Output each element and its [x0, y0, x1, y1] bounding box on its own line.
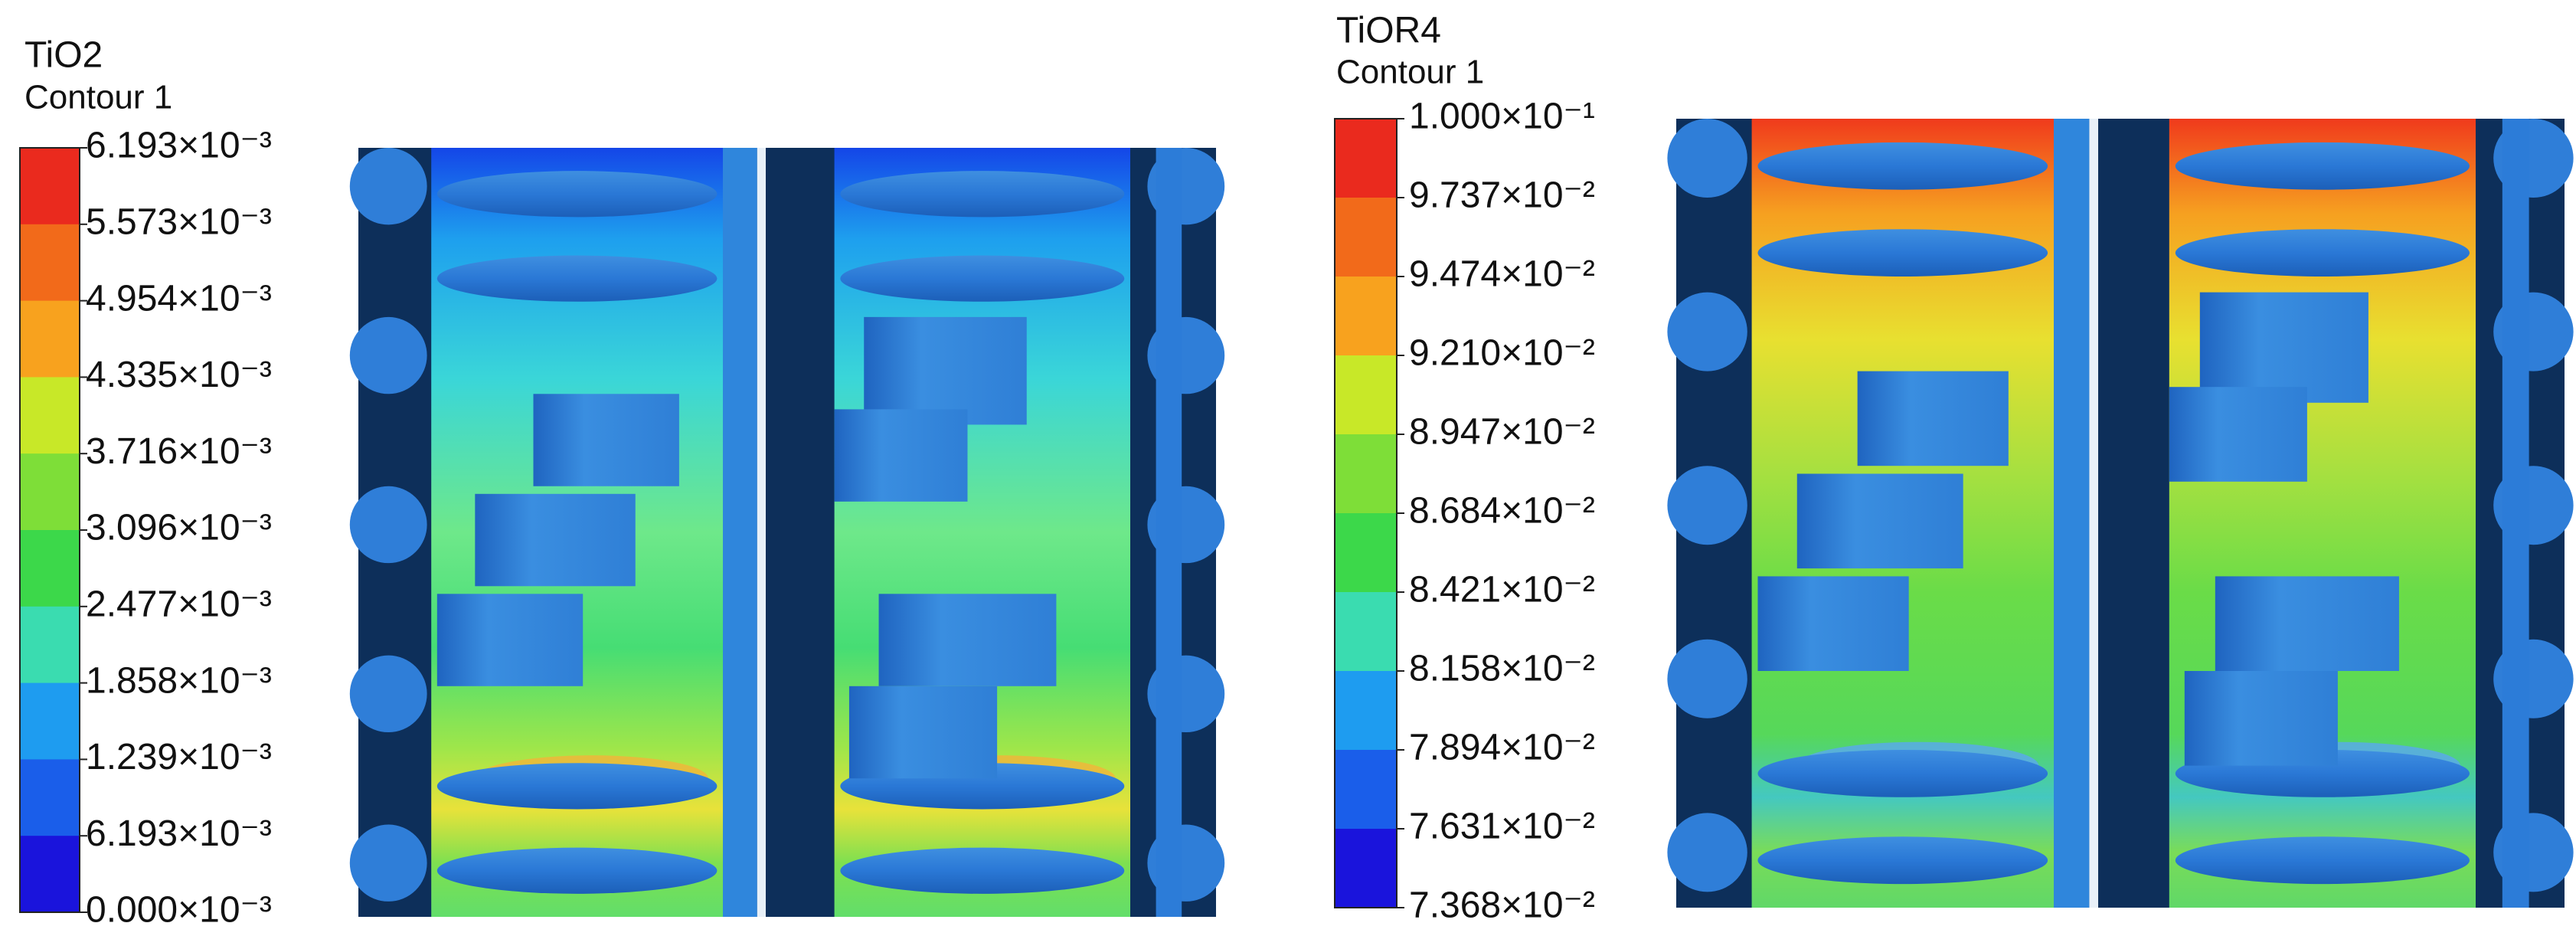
wall-bump	[1667, 466, 1747, 545]
colorbar-band	[1335, 513, 1397, 593]
panel-title: TiOR4	[1336, 11, 1441, 51]
impeller-blade	[436, 763, 718, 810]
colorbar-label: 9.210×10⁻²	[1409, 333, 1595, 374]
mixer-block	[2169, 387, 2307, 482]
mid-gap	[757, 148, 766, 917]
impeller-blade	[1757, 142, 2048, 190]
colorbar-label: 4.335×10⁻³	[86, 355, 272, 395]
mixer-block	[1857, 371, 2009, 466]
wall-bump	[1667, 292, 1747, 371]
mixer-block	[1757, 576, 1909, 671]
mid-strip	[2054, 119, 2090, 908]
wall-bump	[1667, 119, 1747, 198]
impeller-blade	[840, 171, 1125, 218]
colorbar-band	[20, 530, 80, 607]
colorbar-label: 5.573×10⁻³	[86, 201, 272, 242]
wall-bump	[349, 316, 427, 394]
colorbar-band	[1335, 671, 1397, 751]
colorbar-band	[1335, 829, 1397, 908]
impeller-blade	[840, 255, 1125, 302]
colorbar-label: 7.368×10⁻²	[1409, 885, 1595, 926]
wall-bump	[349, 655, 427, 733]
wall-bump	[1667, 639, 1747, 718]
impeller-blade	[2175, 836, 2470, 885]
mixer-block	[533, 394, 679, 486]
colorbar-label: 1.000×10⁻¹	[1409, 97, 1595, 137]
impeller-blade	[436, 171, 718, 218]
colorbar-band	[20, 682, 80, 760]
colorbar-label: 8.684×10⁻²	[1409, 491, 1595, 532]
colorbar-band	[1335, 277, 1397, 356]
colorbar-label: 6.193×10⁻³	[86, 126, 272, 166]
mixer-block	[848, 686, 998, 779]
mixer-block	[436, 594, 584, 686]
colorbar-label: 6.193×10⁻³	[86, 813, 272, 854]
contour-image	[1667, 119, 2574, 908]
wall-strip	[2502, 119, 2529, 908]
colorbar-label: 8.421×10⁻²	[1409, 570, 1595, 610]
colorbar-label: 0.000×10⁻³	[86, 890, 272, 931]
wall-bump	[1667, 813, 1747, 892]
colorbar-label: 9.737×10⁻²	[1409, 175, 1595, 216]
impeller-blade	[2175, 229, 2470, 277]
colorbar-band	[1335, 592, 1397, 672]
colorbar-band	[1335, 434, 1397, 514]
colorbar-label: 4.954×10⁻³	[86, 278, 272, 319]
colorbar-band	[1335, 119, 1397, 198]
colorbar-label: 3.716×10⁻³	[86, 431, 272, 472]
mixer-block	[864, 316, 1027, 425]
colorbar-label: 9.474×10⁻²	[1409, 254, 1595, 295]
impeller-blade	[2175, 142, 2470, 190]
colorbar-label: 2.477×10⁻³	[86, 584, 272, 624]
colorbar-label: 7.631×10⁻²	[1409, 807, 1595, 847]
colorbar-label: 3.096×10⁻³	[86, 508, 272, 548]
colorbar-label: 8.158×10⁻²	[1409, 649, 1595, 689]
colorbar-band	[20, 759, 80, 836]
wall-bump	[349, 148, 427, 225]
impeller-blade	[436, 255, 718, 302]
colorbar-band	[20, 606, 80, 684]
mixer-block	[834, 409, 968, 502]
colorbar-label: 7.894×10⁻²	[1409, 728, 1595, 768]
colorbar-band	[20, 148, 80, 225]
colorbar-label: 1.858×10⁻³	[86, 660, 272, 701]
mixer-block	[878, 594, 1057, 686]
colorbar-band	[20, 300, 80, 378]
mixer-block	[2199, 292, 2368, 403]
impeller-blade	[840, 847, 1125, 894]
mixer-block	[2184, 671, 2338, 766]
panel-subtitle: Contour 1	[1336, 54, 1484, 91]
impeller-blade	[1757, 750, 2048, 797]
panel-subtitle: Contour 1	[25, 79, 172, 116]
wall-bump	[349, 824, 427, 902]
colorbar-band	[1335, 355, 1397, 435]
wall-bump	[349, 486, 427, 564]
colorbar-label: 1.239×10⁻³	[86, 737, 272, 777]
mid-strip	[723, 148, 757, 917]
contour-image	[349, 148, 1225, 917]
colorbar-band	[20, 377, 80, 454]
impeller-blade	[436, 847, 718, 894]
mixer-block	[1796, 473, 1963, 569]
colorbar-band	[1335, 750, 1397, 830]
mid-gap	[2089, 119, 2098, 908]
mixer-block	[2215, 576, 2399, 671]
impeller-blade	[1757, 836, 2048, 885]
panel-title: TiO2	[25, 35, 103, 76]
colorbar-band	[1335, 198, 1397, 277]
colorbar-band	[20, 453, 80, 531]
impeller-blade	[1757, 229, 2048, 277]
wall-strip	[1156, 148, 1182, 917]
colorbar-band	[20, 836, 80, 913]
mixer-block	[475, 493, 636, 587]
colorbar-label: 8.947×10⁻²	[1409, 412, 1595, 453]
colorbar-band	[20, 224, 80, 302]
